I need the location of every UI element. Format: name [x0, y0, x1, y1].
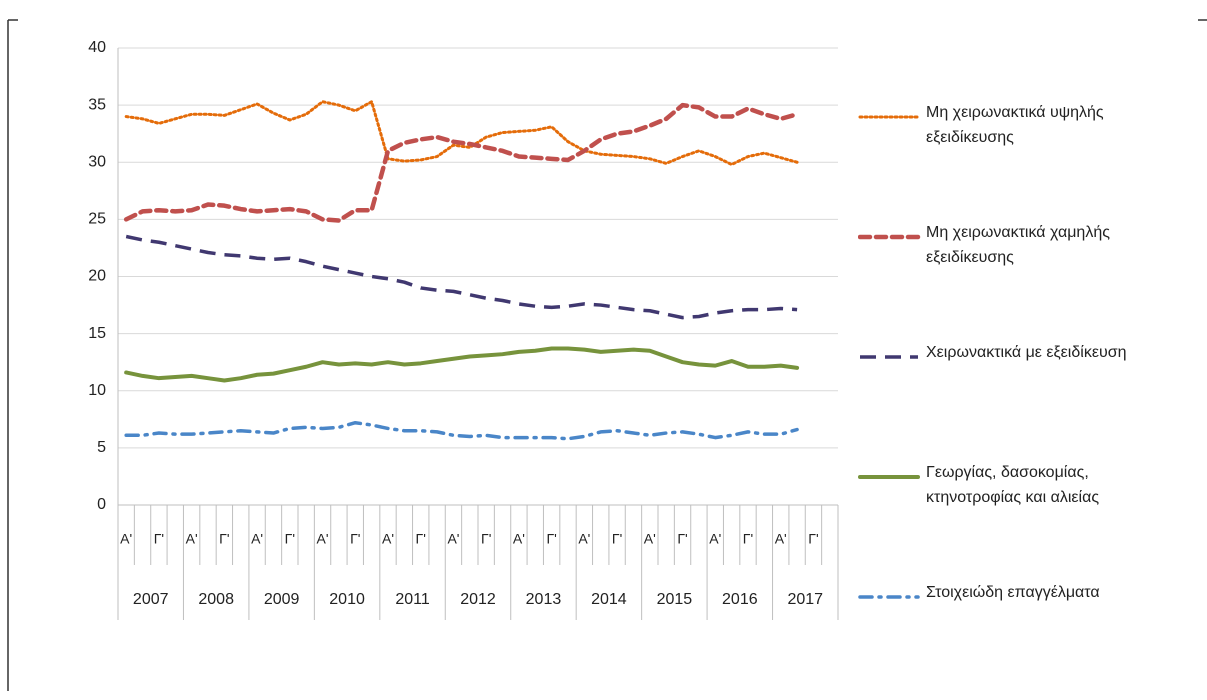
x-tick-label: Γ' [285, 531, 295, 547]
legend-swatch [858, 234, 921, 240]
x-group-label: 2015 [657, 591, 693, 608]
y-tick-label: 20 [88, 268, 106, 285]
y-tick-label: 15 [88, 325, 106, 342]
legend-item: Μη χειρωνακτικά υψηλής εξειδίκευσης [858, 100, 1188, 220]
x-tick-label: Α' [186, 531, 198, 547]
x-group-label: 2017 [787, 591, 823, 608]
series-line [124, 346, 800, 383]
legend-item: Στοιχειώδη επαγγέλματα [858, 580, 1188, 700]
y-tick-label: 35 [88, 96, 106, 113]
y-tick-label: 40 [88, 39, 106, 56]
y-tick-label: 30 [88, 153, 106, 170]
x-tick-label: Α' [382, 531, 394, 547]
legend-swatch [860, 355, 918, 359]
legend: Μη χειρωνακτικά υψηλής εξειδίκευσης Μη χε… [858, 100, 1188, 700]
x-tick-label: Γ' [416, 531, 426, 547]
x-tick-label: Α' [775, 531, 787, 547]
legend-item: Γεωργίας, δασοκομίας, κτηνοτροφίας και α… [858, 460, 1188, 580]
x-tick-label: Γ' [546, 531, 556, 547]
legend-item: Χειρωνακτικά με εξειδίκευση [858, 340, 1188, 460]
x-tick-label: Γ' [808, 531, 818, 547]
y-tick-label: 0 [97, 496, 106, 513]
x-group-label: 2009 [264, 591, 300, 608]
x-tick-label: Α' [447, 531, 459, 547]
x-group-label: 2008 [198, 591, 234, 608]
legend-label: Γεωργίας, δασοκομίας, κτηνοτροφίας και α… [926, 464, 1100, 506]
legend-swatch [858, 115, 920, 119]
x-tick-label: Γ' [677, 531, 687, 547]
x-tick-label: Α' [513, 531, 525, 547]
x-tick-label: Α' [578, 531, 590, 547]
x-tick-label: Γ' [481, 531, 491, 547]
x-tick-label: Α' [251, 531, 263, 547]
x-tick-label: Γ' [612, 531, 622, 547]
legend-label: Χειρωνακτικά με εξειδίκευση [926, 344, 1127, 361]
legend-label: Μη χειρωνακτικά χαμηλής εξειδίκευσης [926, 224, 1110, 266]
x-tick-label: Α' [644, 531, 656, 547]
y-tick-label: 25 [88, 211, 106, 228]
x-tick-label: Γ' [219, 531, 229, 547]
x-group-label: 2013 [526, 591, 562, 608]
x-group-label: 2007 [133, 591, 169, 608]
x-tick-label: Α' [317, 531, 329, 547]
legend-label: Στοιχειώδη επαγγέλματα [926, 584, 1100, 601]
x-group-label: 2016 [722, 591, 758, 608]
series-line [123, 102, 800, 223]
y-tick-label: 5 [97, 439, 106, 456]
x-tick-label: Α' [709, 531, 721, 547]
series-line [125, 234, 798, 320]
x-tick-label: Γ' [154, 531, 164, 547]
x-tick-label: Γ' [743, 531, 753, 547]
legend-item: Μη χειρωνακτικά χαμηλής εξειδίκευσης [858, 220, 1188, 340]
x-group-label: 2010 [329, 591, 365, 608]
x-tick-label: Α' [120, 531, 132, 547]
y-tick-label: 10 [88, 382, 106, 399]
legend-swatch [858, 595, 920, 599]
frame [7, 19, 1207, 691]
series-line [124, 100, 799, 167]
x-tick-label: Γ' [350, 531, 360, 547]
x-group-label: 2011 [395, 591, 430, 608]
x-group-label: 2012 [460, 591, 496, 608]
legend-swatch [858, 475, 920, 479]
legend-label: Μη χειρωνακτικά υψηλής εξειδίκευσης [926, 104, 1104, 146]
series-line [124, 420, 799, 441]
x-group-label: 2014 [591, 591, 627, 608]
